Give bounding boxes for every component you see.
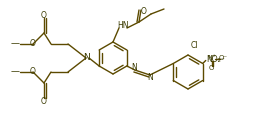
Text: O⁻: O⁻	[218, 55, 227, 61]
Text: HN: HN	[117, 21, 129, 30]
Text: NO₂⁻: NO₂⁻	[206, 55, 225, 64]
Text: O: O	[41, 11, 47, 20]
Text: O: O	[141, 6, 147, 15]
Text: N: N	[83, 53, 89, 62]
Text: —: —	[10, 39, 20, 49]
Text: N: N	[131, 62, 137, 72]
Text: O: O	[30, 67, 36, 76]
Text: N: N	[147, 74, 153, 83]
Text: —: —	[10, 67, 20, 76]
Text: O: O	[41, 97, 47, 106]
Text: O: O	[30, 39, 36, 49]
Text: N⁺: N⁺	[207, 55, 216, 61]
Text: O: O	[209, 66, 214, 72]
Text: Cl: Cl	[190, 41, 198, 50]
